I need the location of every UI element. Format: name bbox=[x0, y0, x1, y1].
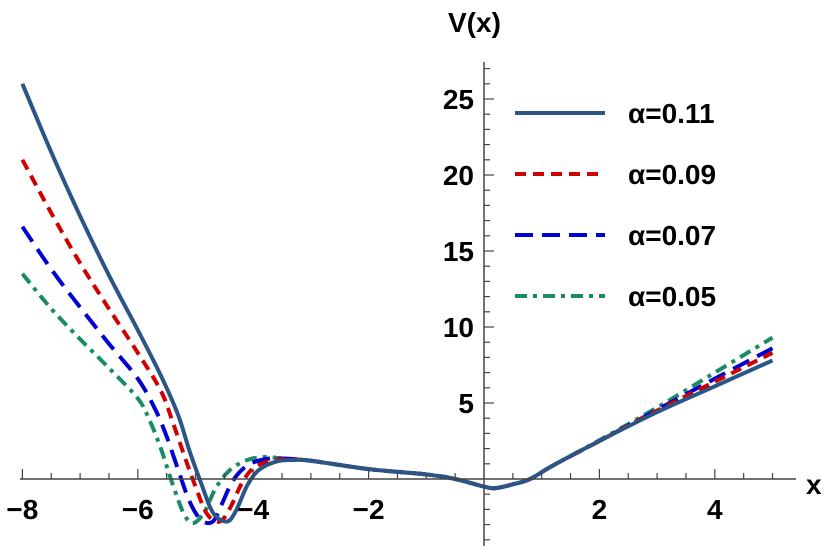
x-tick-label: −6 bbox=[122, 494, 154, 525]
y-tick-label: 5 bbox=[458, 388, 474, 419]
tick-labels: −8 −6 −4 −2 2 4 5 10 15 20 25 bbox=[6, 84, 723, 525]
legend-label: α=0.11 bbox=[628, 98, 715, 129]
y-tick-label: 20 bbox=[443, 160, 474, 191]
legend: α=0.11 α=0.09 α=0.07 α=0.05 bbox=[515, 98, 716, 312]
series-line-1 bbox=[20, 158, 774, 524]
x-tick-label: −8 bbox=[6, 494, 38, 525]
series-line-0 bbox=[20, 83, 774, 524]
legend-label: α=0.05 bbox=[628, 281, 716, 312]
y-tick-label: 10 bbox=[443, 312, 474, 343]
axes bbox=[20, 62, 796, 546]
x-tick-label: −4 bbox=[237, 494, 269, 525]
y-axis-label: V(x) bbox=[448, 7, 501, 38]
x-tick-label: 2 bbox=[592, 494, 608, 525]
y-tick-label: 15 bbox=[443, 236, 474, 267]
series-line-2 bbox=[20, 225, 774, 526]
y-tick-label: 25 bbox=[443, 84, 474, 115]
x-tick-label: 4 bbox=[707, 494, 723, 525]
curves bbox=[20, 83, 774, 526]
series-line-3 bbox=[20, 272, 774, 526]
x-axis-label: x bbox=[806, 469, 822, 500]
x-tick-label: −2 bbox=[353, 494, 385, 525]
legend-label: α=0.07 bbox=[628, 220, 716, 251]
legend-label: α=0.09 bbox=[628, 159, 716, 190]
